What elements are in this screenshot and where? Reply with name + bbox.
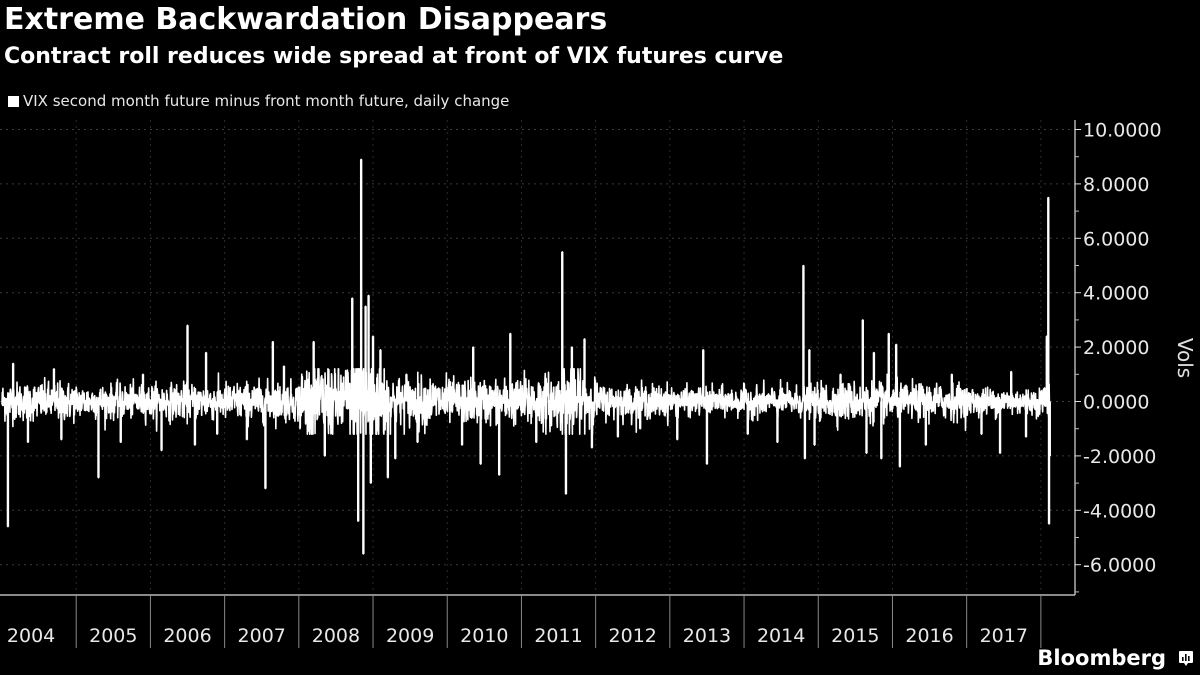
x-tick-label: 2017 [980,625,1028,647]
legend-swatch [8,95,19,107]
y-tick-label: -6.0000 [1083,555,1156,577]
y-tick-label: 4.0000 [1083,283,1149,305]
legend-label: VIX second month future minus front mont… [23,92,510,110]
y-tick-label: 0.0000 [1083,392,1149,414]
y-axis-label: Vols [1173,338,1197,378]
legend: VIX second month future minus front mont… [8,92,509,110]
x-tick-label: 2011 [534,625,582,647]
x-tick-label: 2012 [609,625,657,647]
chart-subtitle: Contract roll reduces wide spread at fro… [4,44,784,69]
gridlines [0,120,1075,595]
y-axis-ticks: 10.0000 8.0000 6.0000 4.0000 2.0000 0.0000 -2.… [1075,120,1162,593]
y-tick-label: 2.0000 [1083,337,1149,359]
x-tick-label: 2009 [386,625,434,647]
x-tick-label: 2010 [460,625,508,647]
y-tick-label: 6.0000 [1083,228,1149,250]
chart-title: Extreme Backwardation Disappears [4,2,608,37]
x-axis-ticks: 2004 2005 2006 2007 2008 2009 2010 2011 2012 2013… [7,595,1042,648]
series-line [1,158,1051,555]
y-tick-label: 8.0000 [1083,174,1149,196]
x-tick-label: 2006 [163,625,211,647]
bloomberg-chart-icon [1179,651,1193,666]
y-tick-label: -4.0000 [1083,500,1156,522]
x-tick-label: 2015 [831,625,879,647]
x-tick-label: 2014 [757,625,805,647]
bloomberg-logo: Bloomberg [1037,646,1166,670]
y-tick-label: -2.0000 [1083,446,1156,468]
x-tick-label: 2016 [905,625,953,647]
axes [0,120,1076,596]
series-daily-change [1,158,1051,555]
x-tick-label: 2007 [238,625,286,647]
x-tick-label: 2004 [7,625,55,647]
y-tick-label: 10.0000 [1083,120,1162,142]
x-tick-label: 2013 [683,625,731,647]
x-tick-label: 2005 [89,625,137,647]
x-tick-label: 2008 [312,625,360,647]
